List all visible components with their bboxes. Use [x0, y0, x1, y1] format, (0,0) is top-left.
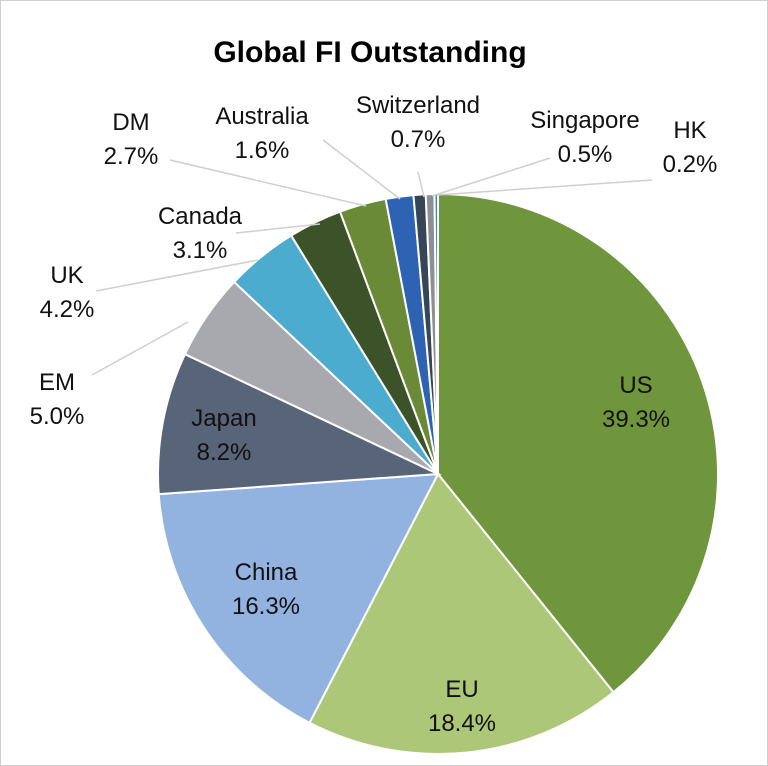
leader-line-australia — [322, 139, 401, 200]
slice-name-eu: EU — [445, 676, 478, 703]
slice-name-uk: UK — [50, 262, 83, 289]
slice-pct-switzerland: 0.7% — [391, 126, 446, 153]
slice-pct-hk: 0.2% — [663, 151, 718, 178]
leader-line-em — [91, 321, 189, 376]
pie-slice-japan — [157, 352, 442, 496]
slice-name-em: EM — [39, 369, 75, 396]
pie-slice-china — [157, 472, 440, 725]
pie-slices — [157, 192, 719, 756]
slice-pct-japan: 8.2% — [197, 439, 252, 466]
leader-line-hk — [436, 179, 653, 196]
slice-name-us: US — [619, 372, 652, 399]
pie-slice-us — [437, 192, 719, 694]
leader-lines — [91, 139, 653, 376]
slice-labels: US 39.3% EU 18.4% China 16.3% Japan 8.2% EM 5.0% U… — [30, 92, 718, 737]
slice-pct-china: 16.3% — [232, 593, 300, 620]
slice-name-canada: Canada — [158, 203, 243, 230]
slice-name-dm: DM — [112, 109, 149, 136]
slice-name-singapore: Singapore — [530, 107, 639, 134]
slice-pct-singapore: 0.5% — [558, 141, 613, 168]
slice-pct-us: 39.3% — [602, 406, 670, 433]
slice-pct-eu: 18.4% — [428, 710, 496, 737]
chart-title: Global FI Outstanding — [213, 36, 526, 69]
slice-pct-dm: 2.7% — [104, 143, 159, 170]
leader-line-canada — [235, 223, 321, 234]
slice-name-switzerland: Switzerland — [356, 92, 480, 119]
slice-name-australia: Australia — [215, 103, 309, 130]
slice-name-china: China — [235, 559, 298, 586]
leader-line-switzerland — [417, 171, 425, 198]
slice-pct-em: 5.0% — [30, 403, 85, 430]
slice-name-hk: HK — [673, 117, 706, 144]
slice-pct-uk: 4.2% — [40, 296, 95, 323]
leader-line-singapore — [431, 157, 551, 197]
leader-line-dm — [169, 159, 367, 207]
slice-pct-australia: 1.6% — [235, 137, 290, 164]
pie-slice-eu — [308, 472, 615, 756]
slice-pct-canada: 3.1% — [173, 237, 228, 264]
leader-line-uk — [95, 259, 259, 292]
slice-name-japan: Japan — [191, 405, 256, 432]
